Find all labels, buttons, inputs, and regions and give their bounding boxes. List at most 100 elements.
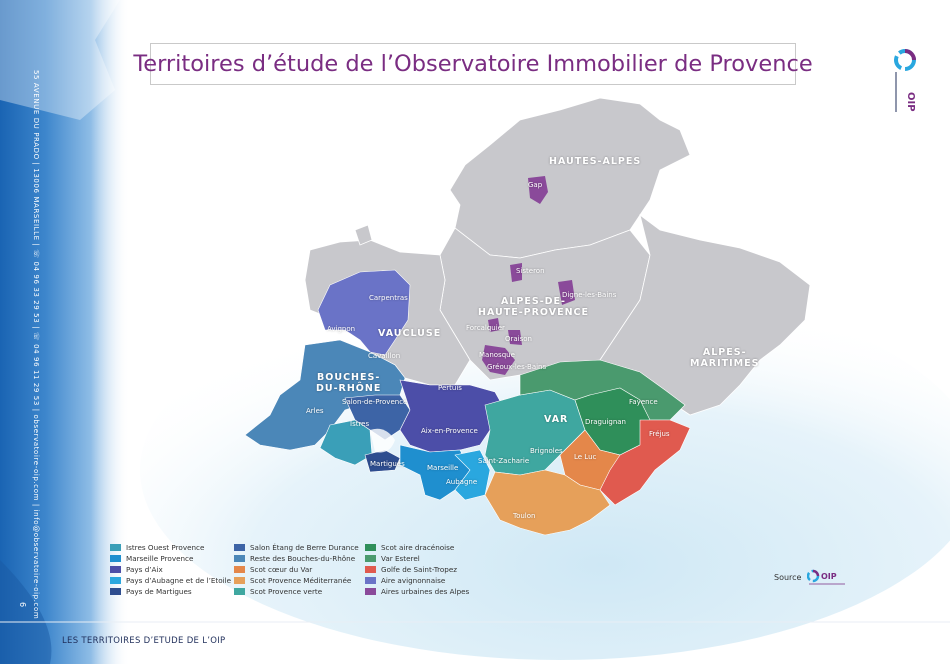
city-label-carpentras: Carpentras bbox=[369, 294, 408, 302]
legend-label: Pays d’Aubagne et de l’Etoile bbox=[126, 576, 232, 585]
legend-swatch bbox=[234, 566, 245, 573]
dept-label-var: VAR bbox=[544, 414, 569, 425]
zone-forcalquier bbox=[488, 318, 500, 332]
city-label-cavaillon: Cavaillon bbox=[368, 352, 401, 360]
dept-label-hautes-alpes: HAUTES-ALPES bbox=[549, 156, 642, 167]
city-label-draguignan: Draguignan bbox=[585, 418, 626, 426]
legend-item: Pays de Martigues bbox=[110, 586, 231, 597]
source-oip-logo: OIP bbox=[807, 569, 846, 585]
legend-swatch bbox=[365, 588, 376, 595]
legend-swatch bbox=[365, 555, 376, 562]
title-box: Territoires d’étude de l’Observatoire Im… bbox=[133, 43, 813, 85]
legend-item: Golfe de Saint-Tropez bbox=[365, 564, 469, 575]
legend-swatch bbox=[365, 577, 376, 584]
page-title: Territoires d’étude de l’Observatoire Im… bbox=[133, 51, 813, 77]
city-label-arles: Arles bbox=[306, 407, 324, 415]
zone-golfe-de-saint-tropez bbox=[599, 419, 691, 506]
zone-aire-avignonnaise bbox=[317, 269, 411, 356]
legend-swatch bbox=[110, 555, 121, 562]
legend-item: Var Esterel bbox=[365, 553, 469, 564]
city-label-sisteron: Sisteron bbox=[516, 267, 545, 275]
city-label-salon: Salon-de-Provence bbox=[342, 398, 408, 406]
legend-swatch bbox=[365, 566, 376, 573]
legend-item: Scot cœur du Var bbox=[234, 564, 359, 575]
city-label-frejus: Fréjus bbox=[649, 430, 670, 438]
legend-label: Golfe de Saint-Tropez bbox=[381, 565, 458, 574]
legend-swatch bbox=[234, 588, 245, 595]
zone-oraison bbox=[508, 330, 522, 345]
source-credit: Source OIP bbox=[774, 568, 847, 586]
legend-item: Pays d’Aix bbox=[110, 564, 231, 575]
zone-pays-d-aix bbox=[399, 379, 506, 453]
legend-item: Aire avignonnaise bbox=[365, 575, 469, 586]
legend-swatch bbox=[110, 566, 121, 573]
zone-scot-provence-mediterranee bbox=[484, 469, 611, 536]
city-label-avignon: Avignon bbox=[327, 325, 356, 333]
dept-label-alpes-de-haute-provence: ALPES-DE- HAUTE-PROVENCE bbox=[478, 296, 589, 318]
legend-label: Aire avignonnaise bbox=[381, 576, 446, 585]
legend-item: Scot Provence verte bbox=[234, 586, 359, 597]
city-label-toulon: Toulon bbox=[513, 512, 536, 520]
legend-label: Marseille Provence bbox=[126, 554, 194, 563]
city-label-fayence: Fayence bbox=[629, 398, 658, 406]
legend-swatch bbox=[365, 544, 376, 551]
legend-swatch bbox=[110, 577, 121, 584]
legend-label: Var Esterel bbox=[381, 554, 420, 563]
legend-label: Scot Provence verte bbox=[250, 587, 323, 596]
dept-label-vaucluse: VAUCLUSE bbox=[378, 328, 442, 339]
legend-item: Scot Provence Méditerranée bbox=[234, 575, 359, 586]
city-label-oraison: Oraison bbox=[505, 335, 532, 343]
zone-pays-d-aubagne bbox=[454, 449, 491, 501]
footer-title: LES TERRITOIRES D’ETUDE DE L’OIP bbox=[62, 636, 226, 646]
legend-item: Scot aire dracénoise bbox=[365, 542, 469, 553]
city-label-brignoles: Brignoles bbox=[530, 447, 563, 455]
legend-label: Reste des Bouches-du-Rhône bbox=[250, 554, 356, 563]
etang-de-berre bbox=[370, 428, 395, 453]
city-label-gap: Gap bbox=[528, 181, 543, 189]
alpes-maritimes-region bbox=[599, 214, 811, 416]
legend-label: Scot cœur du Var bbox=[250, 565, 313, 574]
city-label-greoux: Gréoux-les-Bains bbox=[487, 363, 547, 371]
legend-column-1: Istres Ouest Provence Marseille Provence… bbox=[110, 542, 231, 597]
svg-text:OIP: OIP bbox=[821, 572, 837, 581]
legend-item: Reste des Bouches-du-Rhône bbox=[234, 553, 359, 564]
city-label-aix: Aix-en-Provence bbox=[421, 427, 478, 435]
city-label-forcalquier: Forcalquier bbox=[466, 324, 505, 332]
legend-swatch bbox=[110, 588, 121, 595]
zone-sisteron bbox=[510, 263, 522, 282]
legend-label: Scot aire dracénoise bbox=[381, 543, 455, 552]
legend-swatch bbox=[234, 544, 245, 551]
city-label-le-luc: Le Luc bbox=[574, 453, 597, 461]
legend-swatch bbox=[234, 555, 245, 562]
legend-item: Marseille Provence bbox=[110, 553, 231, 564]
legend-item: Aires urbaines des Alpes bbox=[365, 586, 469, 597]
city-label-digne: Digne-les-Bains bbox=[562, 291, 617, 299]
legend-swatch bbox=[110, 544, 121, 551]
dept-label-bouches-du-rhone: BOUCHES- DU-RHÔNE bbox=[316, 372, 382, 394]
legend-column-2: Salon Étang de Berre Durance Reste des B… bbox=[234, 542, 359, 597]
zone-digne bbox=[558, 280, 575, 305]
legend-item: Salon Étang de Berre Durance bbox=[234, 542, 359, 553]
source-label: Source bbox=[774, 572, 802, 582]
city-label-manosque: Manosque bbox=[479, 351, 515, 359]
zone-marseille-provence bbox=[399, 444, 471, 501]
legend-label: Pays d’Aix bbox=[126, 565, 163, 574]
legend-column-3: Scot aire dracénoise Var Esterel Golfe d… bbox=[365, 542, 469, 597]
city-label-aubagne: Aubagne bbox=[446, 478, 478, 486]
zone-manosque bbox=[482, 345, 515, 375]
city-label-istres: Istres bbox=[350, 420, 370, 428]
city-label-marseille: Marseille bbox=[427, 464, 459, 472]
city-label-saint-zacharie: Saint-Zacharie bbox=[478, 457, 530, 465]
legend-swatch bbox=[234, 577, 245, 584]
legend-label: Aires urbaines des Alpes bbox=[381, 587, 470, 596]
logo-text: OIP bbox=[905, 92, 916, 112]
city-label-pertuis: Pertuis bbox=[438, 384, 462, 392]
legend-label: Istres Ouest Provence bbox=[126, 543, 205, 552]
legend-item: Istres Ouest Provence bbox=[110, 542, 231, 553]
dept-label-alpes-maritimes: ALPES- MARITIMES bbox=[690, 347, 760, 369]
legend-label: Scot Provence Méditerranée bbox=[250, 576, 352, 585]
zone-gap bbox=[528, 176, 548, 204]
oip-logo: OIP bbox=[894, 49, 916, 112]
zone-istres-ouest-provence bbox=[319, 419, 373, 466]
